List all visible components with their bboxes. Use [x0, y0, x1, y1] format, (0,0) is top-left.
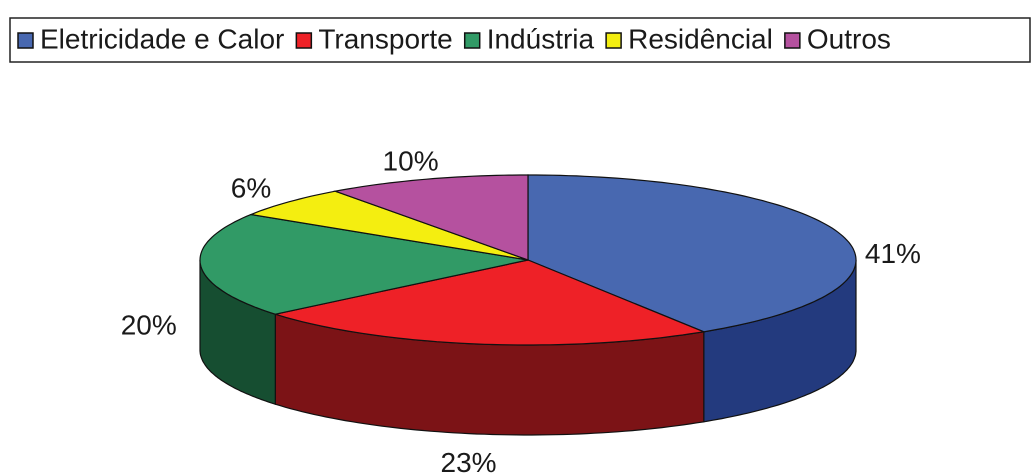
legend-label: Eletricidade e Calor [40, 23, 284, 54]
data-label: 20% [121, 310, 177, 341]
legend-label: Indústria [487, 23, 595, 54]
pie-slice [248, 190, 529, 261]
legend-swatch [17, 32, 34, 49]
legend-label: Residêncial [628, 23, 773, 54]
legend-swatch [295, 32, 313, 49]
legend-swatch [784, 32, 801, 49]
data-label: 23% [441, 447, 497, 473]
legend-box [9, 17, 1031, 63]
pie-slice [275, 259, 707, 346]
legend-label: Transporte [318, 23, 452, 54]
pie-slice [199, 213, 529, 315]
legend-swatch [605, 32, 622, 49]
pie-slice [332, 174, 529, 261]
data-label: 6% [231, 173, 271, 204]
legend-label: Outros [807, 23, 891, 54]
data-label: 10% [383, 145, 439, 176]
legend-swatch [463, 32, 481, 49]
data-label: 41% [865, 238, 921, 269]
pie-slice [527, 174, 857, 333]
